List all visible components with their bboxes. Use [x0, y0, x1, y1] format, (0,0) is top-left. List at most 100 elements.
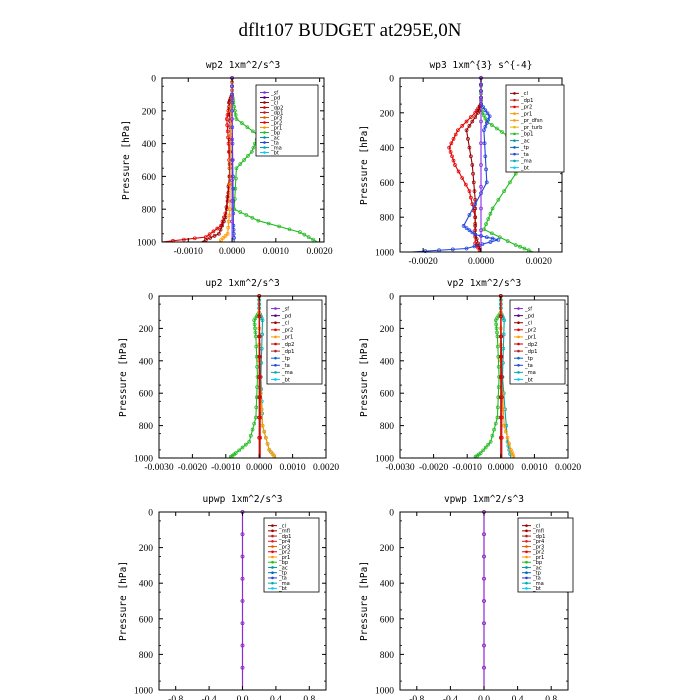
- x-tick-label: -0.4: [202, 695, 217, 700]
- y-tick-label: 400: [142, 140, 157, 150]
- legend-marker: [513, 92, 516, 95]
- series-marker: [479, 141, 483, 146]
- x-tick-label: -0.0010: [453, 463, 483, 473]
- legend-marker: [517, 335, 520, 339]
- series-marker: [453, 132, 458, 137]
- series-marker: [221, 219, 226, 224]
- series-marker: [496, 344, 500, 349]
- legend-marker: [525, 534, 528, 538]
- y-axis-label: Pressure [hPa]: [118, 337, 129, 417]
- series-marker: [502, 318, 507, 323]
- x-tick-label: -0.0030: [385, 463, 415, 473]
- series-marker: [473, 202, 478, 206]
- series-marker: [217, 231, 221, 236]
- chart-panel-1: wp2 1xm^2/s^3 Pressure [hPa] 0 200 400 600 800…: [121, 60, 333, 257]
- y-tick-label: 1000: [137, 239, 156, 249]
- series-marker: [485, 111, 490, 116]
- series-marker: [482, 128, 486, 133]
- legend-marker: [274, 328, 277, 332]
- chart-title: wp3 1xm^{3} s^{-4}: [430, 60, 533, 71]
- series-marker: [227, 213, 232, 218]
- series-marker: [237, 448, 242, 453]
- legend-label: _dp2: [524, 342, 537, 348]
- x-tick-label: 0.0000: [246, 463, 272, 473]
- series-marker: [492, 427, 496, 432]
- series-marker: [513, 243, 518, 247]
- series-marker: [496, 385, 501, 389]
- series-marker: [482, 643, 486, 648]
- series-marker: [483, 154, 488, 159]
- series-marker: [208, 236, 213, 240]
- series-marker: [298, 230, 302, 235]
- legend: _cl_mfl_dp1_pr4_pr3_pr2_pr1_bp_ac_tp_ta_…: [263, 517, 320, 593]
- y-tick-label: 800: [139, 651, 154, 661]
- series-marker: [495, 330, 499, 335]
- series-marker: [467, 213, 472, 217]
- chart-title: up2 1xm^2/s^3: [205, 278, 279, 289]
- legend: _cl_dp1_pr2_pr1_pr_dfsn_pr_turb_bp1_ac_t…: [505, 84, 565, 173]
- x-tick-label: 0.0020: [313, 463, 339, 473]
- legend-label: _dp1: [532, 534, 545, 540]
- series-marker: [507, 441, 512, 446]
- series-marker: [254, 405, 259, 410]
- series-marker: [501, 316, 506, 321]
- legend-marker: [525, 587, 528, 590]
- y-tick-label: 800: [380, 214, 395, 224]
- legend-label: _pr3: [270, 115, 282, 121]
- legend-marker: [274, 363, 277, 367]
- x-tick-label: 0.4: [512, 695, 524, 700]
- x-tick-label: -0.0020: [419, 463, 449, 473]
- series-marker: [495, 126, 499, 131]
- series-marker: [488, 240, 493, 244]
- y-tick-label: 1000: [375, 687, 394, 697]
- series-marker: [253, 330, 258, 335]
- series-marker: [265, 441, 270, 446]
- legend-marker: [274, 335, 277, 339]
- y-tick-label: 800: [380, 422, 395, 432]
- legend-marker: [263, 136, 266, 139]
- legend-marker: [271, 540, 274, 543]
- series-marker: [493, 421, 498, 426]
- legend-box: [255, 84, 319, 157]
- y-tick-label: 0: [148, 509, 153, 519]
- series-marker: [450, 154, 454, 159]
- legend-box: [517, 517, 574, 593]
- legend-label: _pr4: [532, 539, 545, 545]
- legend-marker: [525, 576, 528, 580]
- series-marker: [467, 145, 472, 150]
- legend-label: _pr_turb: [520, 125, 543, 131]
- series-marker: [496, 395, 501, 400]
- series-marker: [486, 442, 491, 447]
- series-marker: [472, 189, 477, 193]
- legend-label: _tp: [524, 356, 534, 362]
- series-marker: [481, 448, 486, 453]
- legend-label: _dp1: [278, 534, 291, 540]
- series-marker: [486, 117, 491, 122]
- series-marker: [511, 454, 516, 458]
- series-marker: [253, 326, 257, 331]
- series-marker: [501, 332, 506, 337]
- series-marker: [218, 227, 223, 232]
- series-marker: [277, 224, 281, 229]
- legend-label: _bt: [524, 377, 533, 383]
- legend-marker: [263, 106, 266, 109]
- legend-marker: [513, 146, 516, 149]
- y-tick-label: 400: [139, 357, 154, 367]
- series-marker: [230, 137, 234, 142]
- legend-label: _pd: [524, 313, 534, 319]
- series-marker: [258, 415, 263, 420]
- legend-label: _dp1: [520, 98, 533, 104]
- series-marker: [223, 234, 228, 238]
- series-marker: [448, 150, 453, 154]
- legend-marker: [263, 131, 266, 134]
- legend-marker: [525, 550, 528, 554]
- series-marker: [479, 119, 483, 124]
- series-marker: [251, 145, 256, 150]
- x-tick-label: 0.0: [237, 695, 249, 700]
- series-marker: [287, 227, 292, 232]
- series-marker: [219, 238, 223, 242]
- series-marker: [182, 237, 186, 242]
- chart-panel-4: vp2 1xm^2/s^3 Pressure [hPa] 0 200 400 600 800…: [359, 278, 581, 473]
- series-marker: [484, 235, 489, 240]
- series-marker: [238, 162, 243, 166]
